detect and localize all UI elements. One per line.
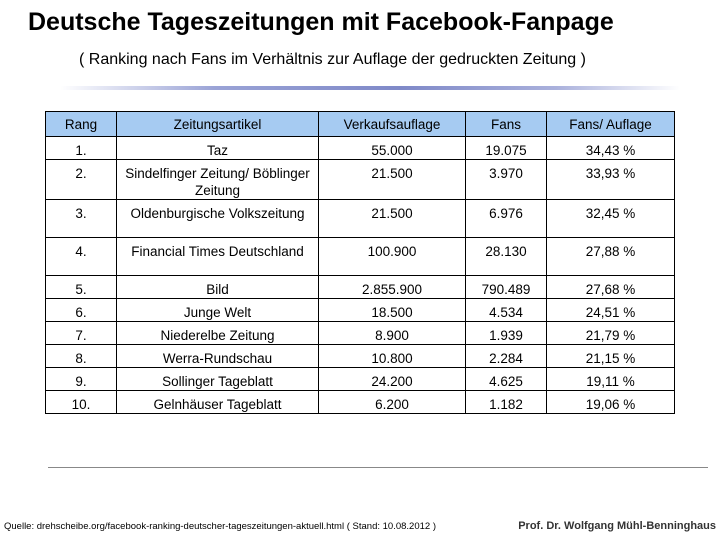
table-row: 1. Taz 55.000 19.075 34,43 % [45, 136, 675, 160]
cell-quote: 34,43 % [546, 136, 675, 160]
cell-auflage: 21.500 [318, 199, 466, 238]
cell-fans: 3.970 [465, 159, 547, 200]
cell-auflage: 10.800 [318, 344, 466, 368]
cell-fans: 790.489 [465, 275, 547, 299]
table-row: 3. Oldenburgische Volkszeitung 21.500 6.… [45, 199, 675, 238]
cell-zeitung: Financial Times Deutschland [116, 237, 319, 276]
cell-quote: 21,15 % [546, 344, 675, 368]
cell-auflage: 18.500 [318, 298, 466, 322]
footer-divider [48, 467, 708, 468]
cell-fans: 6.976 [465, 199, 547, 238]
cell-fans: 1.182 [465, 390, 547, 414]
cell-rang: 1. [45, 136, 117, 160]
cell-quote: 24,51 % [546, 298, 675, 322]
cell-quote: 27,68 % [546, 275, 675, 299]
table-row: 8. Werra-Rundschau 10.800 2.284 21,15 % [45, 344, 675, 368]
title-divider [60, 86, 680, 90]
header-rang: Rang [45, 111, 117, 137]
ranking-table: Rang Zeitungsartikel Verkaufsauflage Fan… [45, 111, 675, 414]
table-row: 7. Niederelbe Zeitung 8.900 1.939 21,79 … [45, 321, 675, 345]
cell-rang: 7. [45, 321, 117, 345]
cell-zeitung: Junge Welt [116, 298, 319, 322]
cell-fans: 2.284 [465, 344, 547, 368]
cell-fans: 4.534 [465, 298, 547, 322]
cell-auflage: 2.855.900 [318, 275, 466, 299]
table-row: 6. Junge Welt 18.500 4.534 24,51 % [45, 298, 675, 322]
cell-auflage: 6.200 [318, 390, 466, 414]
cell-rang: 2. [45, 159, 117, 200]
cell-zeitung: Taz [116, 136, 319, 160]
cell-fans: 4.625 [465, 367, 547, 391]
header-fans-auflage: Fans/ Auflage [546, 111, 675, 137]
cell-rang: 8. [45, 344, 117, 368]
page-subtitle: ( Ranking nach Fans im Verhältnis zur Au… [79, 51, 586, 68]
header-verkaufsauflage: Verkaufsauflage [318, 111, 466, 137]
cell-zeitung: Bild [116, 275, 319, 299]
cell-quote: 19,11 % [546, 367, 675, 391]
cell-zeitung: Gelnhäuser Tageblatt [116, 390, 319, 414]
cell-zeitung: Werra-Rundschau [116, 344, 319, 368]
table-row: 10. Gelnhäuser Tageblatt 6.200 1.182 19,… [45, 390, 675, 414]
cell-quote: 27,88 % [546, 237, 675, 276]
cell-quote: 19,06 % [546, 390, 675, 414]
table-row: 5. Bild 2.855.900 790.489 27,68 % [45, 275, 675, 299]
cell-zeitung: Niederelbe Zeitung [116, 321, 319, 345]
cell-zeitung: Oldenburgische Volkszeitung [116, 199, 319, 238]
table-row: 4. Financial Times Deutschland 100.900 2… [45, 237, 675, 276]
cell-fans: 28.130 [465, 237, 547, 276]
cell-zeitung: Sollinger Tageblatt [116, 367, 319, 391]
cell-rang: 6. [45, 298, 117, 322]
cell-quote: 32,45 % [546, 199, 675, 238]
cell-rang: 4. [45, 237, 117, 276]
page-title: Deutsche Tageszeitungen mit Facebook-Fan… [28, 8, 614, 36]
cell-auflage: 8.900 [318, 321, 466, 345]
table-row: 2. Sindelfinger Zeitung/ Böblinger Zeitu… [45, 159, 675, 200]
cell-rang: 5. [45, 275, 117, 299]
cell-quote: 21,79 % [546, 321, 675, 345]
cell-auflage: 55.000 [318, 136, 466, 160]
cell-rang: 10. [45, 390, 117, 414]
cell-rang: 9. [45, 367, 117, 391]
table-row: 9. Sollinger Tageblatt 24.200 4.625 19,1… [45, 367, 675, 391]
cell-auflage: 24.200 [318, 367, 466, 391]
header-zeitungsartikel: Zeitungsartikel [116, 111, 319, 137]
cell-zeitung: Sindelfinger Zeitung/ Böblinger Zeitung [116, 159, 319, 200]
source-note: Quelle: drehscheibe.org/facebook-ranking… [4, 521, 436, 532]
cell-quote: 33,93 % [546, 159, 675, 200]
cell-auflage: 100.900 [318, 237, 466, 276]
author-credit: Prof. Dr. Wolfgang Mühl-Benninghaus [518, 520, 716, 532]
cell-auflage: 21.500 [318, 159, 466, 200]
header-fans: Fans [465, 111, 547, 137]
cell-fans: 19.075 [465, 136, 547, 160]
table-header-row: Rang Zeitungsartikel Verkaufsauflage Fan… [45, 111, 675, 137]
cell-rang: 3. [45, 199, 117, 238]
cell-fans: 1.939 [465, 321, 547, 345]
